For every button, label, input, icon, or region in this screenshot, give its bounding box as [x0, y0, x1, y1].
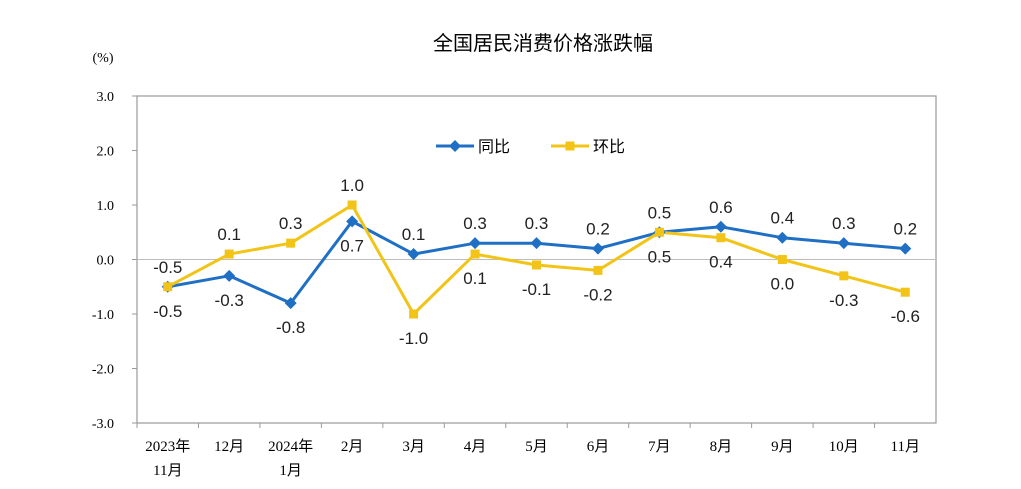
yoy-point-marker — [223, 269, 236, 282]
mom-data-label: 0.1 — [217, 225, 241, 244]
mom-data-label: 1.0 — [340, 176, 364, 195]
x-tick-label: 11月 — [891, 439, 920, 455]
mom-data-label: 0.1 — [463, 269, 487, 288]
x-tick-label: 9月 — [771, 439, 794, 455]
yoy-data-label: 0.2 — [893, 220, 917, 239]
x-tick-label: 2月 — [341, 439, 364, 455]
mom-point-marker — [470, 249, 480, 259]
y-tick-label: -3.0 — [92, 417, 114, 432]
x-tick-label: 12月 — [214, 439, 244, 455]
mom-point-marker — [163, 282, 173, 292]
legend-mom-label: 环比 — [593, 137, 625, 156]
yoy-point-marker — [346, 215, 359, 228]
mom-data-label: -1.0 — [399, 329, 428, 348]
y-tick-label: 2.0 — [97, 145, 115, 160]
mom-point-marker — [593, 265, 603, 275]
x-tick-label: 3月 — [402, 439, 425, 455]
yoy-point-marker — [407, 248, 420, 261]
mom-point-marker — [224, 249, 234, 259]
mom-data-label: -0.3 — [829, 291, 858, 310]
x-tick-label: 6月 — [587, 439, 610, 455]
yoy-data-label: 0.1 — [402, 225, 426, 244]
yoy-data-label: 0.3 — [525, 214, 549, 233]
yoy-point-marker — [714, 220, 727, 233]
yoy-data-label: -0.5 — [153, 302, 182, 321]
y-tick-label: -2.0 — [92, 363, 114, 378]
yoy-data-label: 0.5 — [648, 247, 672, 266]
mom-point-marker — [347, 200, 357, 210]
mom-point-marker — [900, 287, 910, 297]
mom-point-marker — [654, 227, 664, 237]
y-unit-label: (%) — [93, 51, 114, 66]
mom-data-label: 0.0 — [771, 275, 795, 294]
chart-title: 全国居民消费价格涨跌幅 — [433, 31, 653, 55]
yoy-data-label: 0.3 — [832, 214, 856, 233]
mom-data-label: -0.5 — [153, 258, 182, 277]
mom-point-marker — [716, 233, 726, 243]
x-tick-label: 11月 — [153, 463, 182, 479]
yoy-data-label: 0.4 — [771, 209, 795, 228]
yoy-data-label: 0.3 — [463, 214, 487, 233]
x-tick-label: 5月 — [525, 439, 548, 455]
mom-point-marker — [777, 255, 787, 264]
x-tick-label: 2024年 — [268, 438, 313, 455]
yoy-point-marker — [469, 237, 482, 250]
legend-mom-marker — [565, 141, 575, 151]
mom-data-label: 0.4 — [709, 253, 733, 272]
y-tick-label: 3.0 — [97, 90, 115, 105]
x-tick-label: 1月 — [279, 463, 302, 479]
mom-data-label: 0.3 — [279, 214, 303, 233]
y-tick-label: 1.0 — [97, 199, 115, 214]
yoy-point-marker — [899, 242, 912, 255]
mom-data-label: 0.5 — [648, 203, 672, 222]
mom-data-label: -0.6 — [891, 307, 920, 326]
yoy-data-label: 0.2 — [586, 220, 610, 239]
legend-yoy-marker — [449, 140, 461, 152]
yoy-point-marker — [776, 231, 789, 244]
yoy-data-label: 0.6 — [709, 198, 733, 217]
mom-data-label: -0.2 — [583, 285, 612, 304]
mom-point-marker — [532, 260, 541, 270]
x-tick-label: 8月 — [710, 439, 733, 455]
yoy-data-label: -0.8 — [276, 318, 305, 337]
yoy-data-label: 0.7 — [340, 236, 364, 255]
yoy-data-label: -0.3 — [215, 291, 244, 310]
x-tick-label: 10月 — [829, 439, 859, 455]
mom-data-label: -0.1 — [522, 280, 551, 299]
mom-point-marker — [409, 309, 419, 319]
yoy-point-marker — [837, 237, 850, 250]
y-tick-label: 0.0 — [97, 254, 115, 269]
y-tick-label: -1.0 — [92, 308, 114, 323]
yoy-point-marker — [591, 242, 604, 255]
x-tick-label: 7月 — [648, 439, 671, 455]
mom-point-marker — [839, 271, 849, 281]
yoy-point-marker — [530, 237, 543, 250]
x-tick-label: 2023年 — [145, 438, 190, 455]
legend-yoy-label: 同比 — [478, 137, 510, 156]
mom-point-marker — [286, 238, 296, 248]
x-tick-label: 4月 — [464, 439, 487, 455]
yoy-point-marker — [284, 297, 297, 310]
